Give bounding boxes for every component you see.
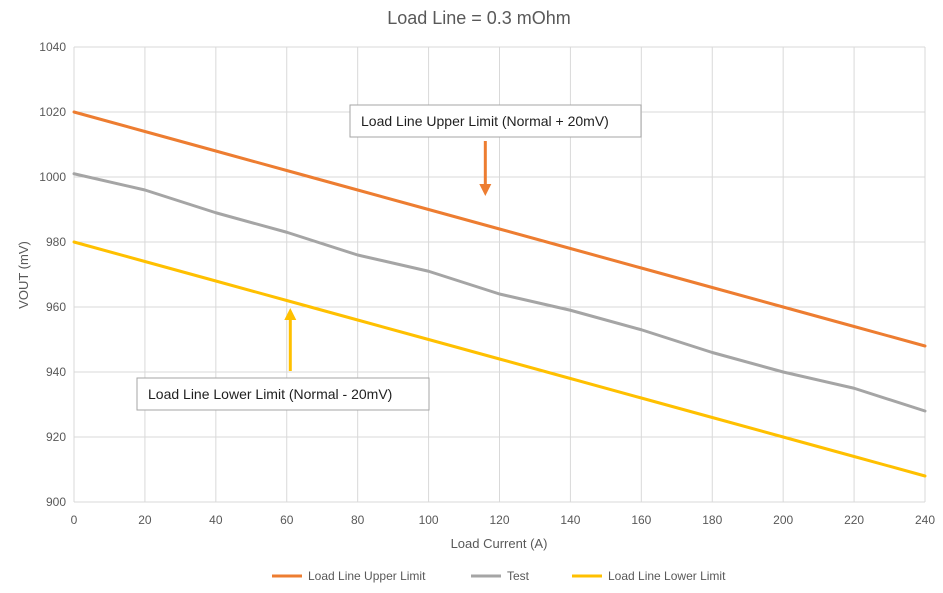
x-tick-label: 0: [71, 513, 78, 527]
y-tick-label: 1020: [39, 105, 66, 119]
legend-item: Test: [471, 569, 530, 583]
x-tick-label: 220: [844, 513, 864, 527]
annotations: Load Line Upper Limit (Normal + 20mV) Loa…: [136, 104, 642, 411]
x-tick-label: 120: [489, 513, 509, 527]
callout-box: [349, 104, 642, 138]
legend-item: Load Line Lower Limit: [572, 569, 726, 583]
callout-0: Load Line Upper Limit (Normal + 20mV): [349, 104, 642, 196]
legend-label: Test: [507, 569, 530, 583]
x-axis-title: Load Current (A): [451, 536, 548, 551]
arrow-head-icon: [479, 184, 492, 196]
chart-title: Load Line = 0.3 mOhm: [387, 8, 571, 28]
x-tick-label: 40: [209, 513, 223, 527]
x-tick-label: 180: [702, 513, 722, 527]
callout-box: [136, 377, 430, 411]
y-tick-label: 900: [46, 495, 66, 509]
x-tick-label: 60: [280, 513, 294, 527]
series-line-0: [72, 110, 927, 348]
arrow-head-icon: [284, 308, 297, 320]
x-tick-label: 20: [138, 513, 152, 527]
y-tick-label: 980: [46, 235, 66, 249]
series-lines: [72, 110, 927, 478]
x-tick-label: 80: [351, 513, 365, 527]
y-tick-label: 1000: [39, 170, 66, 184]
x-tick-label: 140: [560, 513, 580, 527]
legend-label: Load Line Lower Limit: [608, 569, 726, 583]
y-tick-label: 1040: [39, 40, 66, 54]
callout-1: Load Line Lower Limit (Normal - 20mV): [136, 308, 430, 411]
y-axis-title: VOUT (mV): [16, 241, 31, 309]
y-tick-label: 920: [46, 430, 66, 444]
x-tick-label: 240: [915, 513, 935, 527]
y-axis-ticks: 900 920 940 960 980 1000 1020 1040: [39, 40, 66, 509]
series-line-1: [72, 172, 927, 413]
callout-text: Load Line Upper Limit (Normal + 20mV): [361, 113, 609, 129]
x-tick-label: 160: [631, 513, 651, 527]
x-axis-ticks: 0 20 40 60 80 100 120 140 160 180 200 220 240: [71, 513, 936, 527]
callout-text: Load Line Lower Limit (Normal - 20mV): [148, 386, 392, 402]
y-tick-label: 940: [46, 365, 66, 379]
series-line-2: [72, 240, 927, 478]
y-tick-label: 960: [46, 300, 66, 314]
legend: Load Line Upper Limit Test Load Line Lower…: [272, 569, 726, 583]
legend-label: Load Line Upper Limit: [308, 569, 426, 583]
legend-item: Load Line Upper Limit: [272, 569, 426, 583]
x-tick-label: 100: [419, 513, 439, 527]
x-tick-label: 200: [773, 513, 793, 527]
